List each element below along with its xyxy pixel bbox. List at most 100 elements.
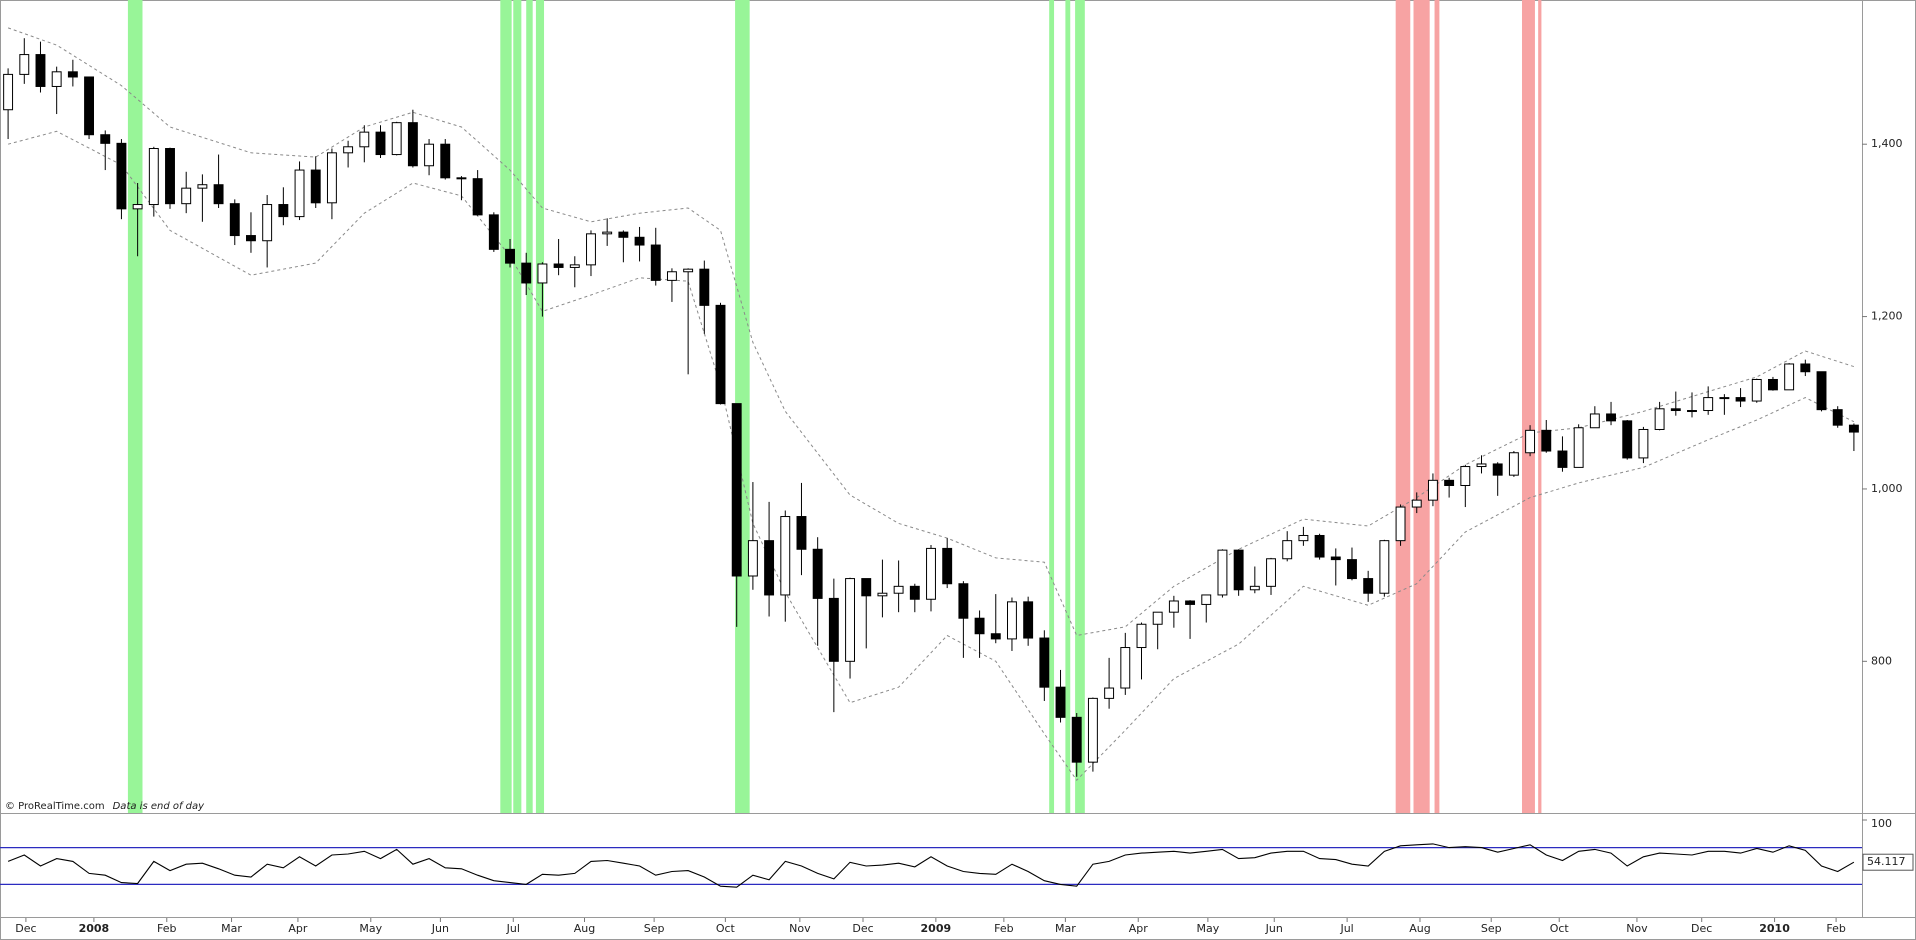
candle-body (715, 304, 726, 405)
candle-body (1282, 540, 1293, 560)
x-tick-label: Feb (157, 922, 176, 935)
candle-body (1007, 601, 1017, 640)
highlight-band (1075, 0, 1085, 813)
candle-body (165, 148, 175, 205)
candle-body (1670, 408, 1681, 412)
candle-body (1136, 623, 1147, 649)
candle-body (407, 122, 418, 167)
candle-body (100, 134, 111, 144)
candle-body (132, 204, 143, 210)
x-tick-label: Nov (789, 922, 811, 935)
candle-body (521, 262, 532, 284)
candle-body (1233, 549, 1244, 591)
x-tick-label: Jun (431, 922, 449, 935)
candle-body (505, 248, 515, 264)
candle-body (1266, 558, 1276, 587)
band-lower (7, 130, 1855, 781)
x-tick-label: Dec (852, 922, 873, 935)
candle-body (1654, 408, 1665, 430)
candle-body (1687, 410, 1697, 413)
candle-body (1120, 647, 1131, 689)
candle-body (197, 184, 208, 189)
candle-body (666, 271, 677, 281)
candle-body (51, 71, 62, 87)
candle-body (1152, 611, 1163, 625)
candle-body (893, 585, 904, 594)
candle-body (1087, 697, 1098, 763)
candle-body (764, 540, 775, 596)
x-tick-label: Sep (644, 922, 665, 935)
x-tick-label: Jul (1339, 922, 1353, 935)
candle-body (1589, 413, 1600, 429)
candle-body (456, 177, 467, 180)
highlight-band (1395, 0, 1411, 813)
candle-body (602, 231, 613, 235)
candle-body (1071, 716, 1082, 763)
candle-body (683, 268, 694, 273)
candle-body (1492, 463, 1503, 476)
candle-body (731, 403, 742, 577)
candle-body (1816, 371, 1827, 411)
candle-body (1848, 424, 1859, 433)
x-tick-label: Mar (1055, 922, 1076, 935)
candle-body (1573, 427, 1584, 468)
highlights (127, 0, 1542, 813)
x-tick-label: Jun (1265, 922, 1283, 935)
y-tick-label: 1,200 (1871, 310, 1903, 323)
candle-body (1638, 428, 1649, 459)
candle-body (990, 633, 1001, 640)
candle-body (1751, 378, 1762, 402)
candle-body (35, 54, 46, 87)
highlight-band (127, 0, 143, 813)
plot (0, 27, 1862, 888)
candle-body (3, 73, 14, 111)
candle-body (1314, 534, 1325, 558)
candle-body (1185, 600, 1196, 605)
highlight-band (1434, 0, 1440, 813)
x-tick-label: Oct (716, 922, 736, 935)
candle-body (1347, 559, 1357, 580)
candle-body (1201, 594, 1212, 605)
candle-body (1767, 378, 1778, 391)
candle-body (148, 148, 159, 206)
candle-body (909, 585, 920, 600)
candle-body (488, 214, 499, 250)
rsi-line (7, 843, 1855, 888)
x-tick-label: 2009 (921, 922, 952, 935)
y-tick-label: 1,400 (1871, 137, 1903, 150)
candle-body (440, 143, 451, 179)
candle-body (1395, 506, 1406, 542)
candle-body (618, 231, 629, 238)
candle-body (1330, 556, 1341, 561)
candle-body (1606, 413, 1616, 422)
candle-body (586, 233, 596, 266)
y-tick-label: 800 (1871, 654, 1892, 667)
candle-body (1055, 686, 1066, 718)
highlight-band (500, 0, 512, 813)
highlight-band (1538, 0, 1542, 813)
candle-body (1168, 600, 1179, 613)
candle-body (1622, 420, 1633, 459)
candle-body (1379, 540, 1390, 594)
candle-body (1719, 397, 1730, 400)
candle-body (1427, 479, 1438, 501)
candle-body (569, 264, 580, 268)
candle-body (181, 187, 192, 205)
candle-body (828, 597, 839, 662)
highlight-band (513, 0, 522, 813)
candle-body (310, 169, 321, 204)
candle-body (1800, 363, 1811, 373)
candle-body (1460, 466, 1471, 486)
last-value-label: 54.117 (1867, 855, 1906, 868)
candle-body (1217, 549, 1228, 596)
candle-body (650, 244, 661, 281)
candle-body (553, 263, 564, 268)
candle-body (812, 548, 823, 599)
note: Data is end of day (113, 801, 206, 812)
candle-body (796, 516, 807, 550)
x-tick-label: Feb (994, 922, 1013, 935)
x-tick-label: Aug (1409, 922, 1430, 935)
candle-body (1525, 429, 1536, 454)
